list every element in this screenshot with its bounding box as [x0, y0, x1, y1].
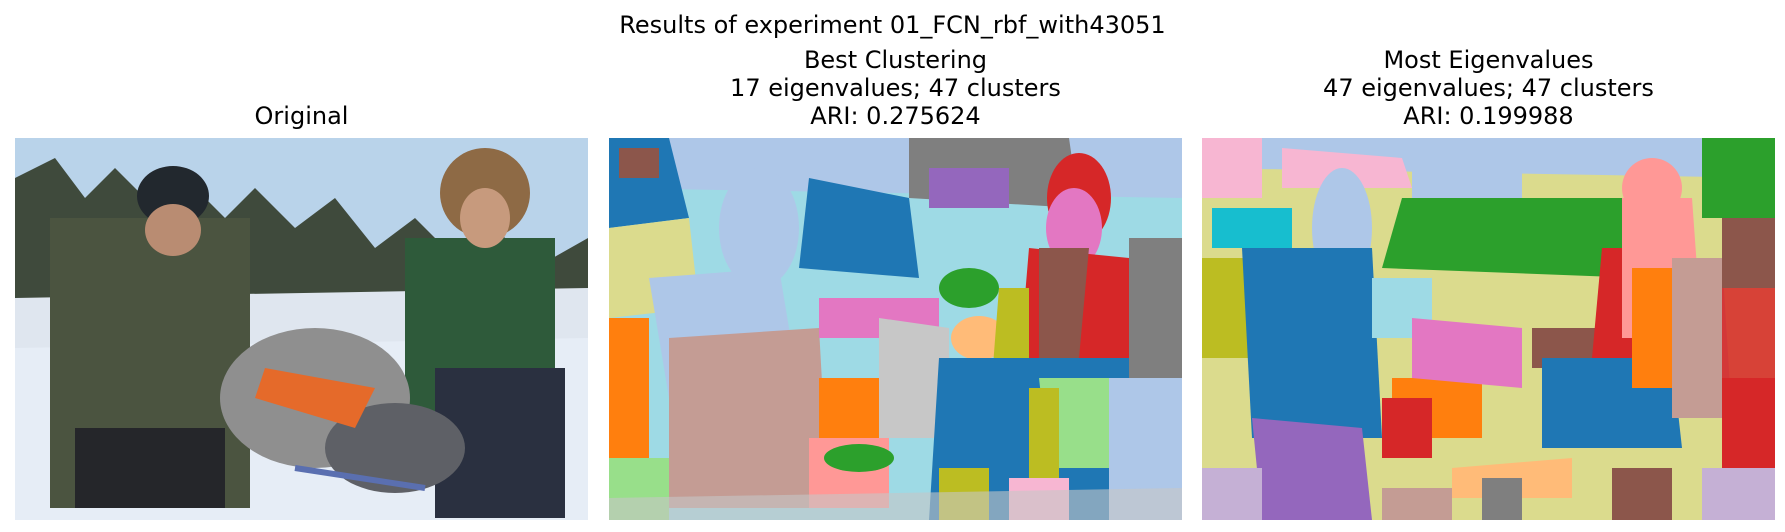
original-photo	[15, 138, 588, 520]
original-image-panel	[15, 138, 588, 520]
man1-trousers	[75, 428, 225, 508]
man2-face	[460, 188, 510, 248]
figure-suptitle: Results of experiment 01_FCN_rbf_with430…	[619, 11, 1166, 39]
title-line: Most Eigenvalues	[1383, 46, 1594, 74]
best-clustering-map	[609, 138, 1182, 520]
most-eigenvalues-map	[1202, 138, 1775, 520]
leash	[294, 465, 426, 491]
best-clustering-panel	[609, 138, 1182, 520]
most-eigenvalues-panel	[1202, 138, 1775, 520]
title-line: ARI: 0.275624	[810, 102, 981, 130]
title-line: Original	[254, 102, 349, 130]
title-line: 47 eigenvalues; 47 clusters	[1323, 74, 1654, 102]
panel-title-best: Best Clustering 17 eigenvalues; 47 clust…	[609, 46, 1182, 130]
man1-face	[145, 204, 201, 256]
title-line: 17 eigenvalues; 47 clusters	[730, 74, 1061, 102]
panel-title-original: Original	[15, 102, 588, 130]
title-line: Best Clustering	[803, 46, 988, 74]
husky-2	[325, 403, 465, 493]
panel-title-most: Most Eigenvalues 47 eigenvalues; 47 clus…	[1202, 46, 1775, 130]
harness	[255, 368, 375, 428]
title-line: ARI: 0.199988	[1403, 102, 1574, 130]
